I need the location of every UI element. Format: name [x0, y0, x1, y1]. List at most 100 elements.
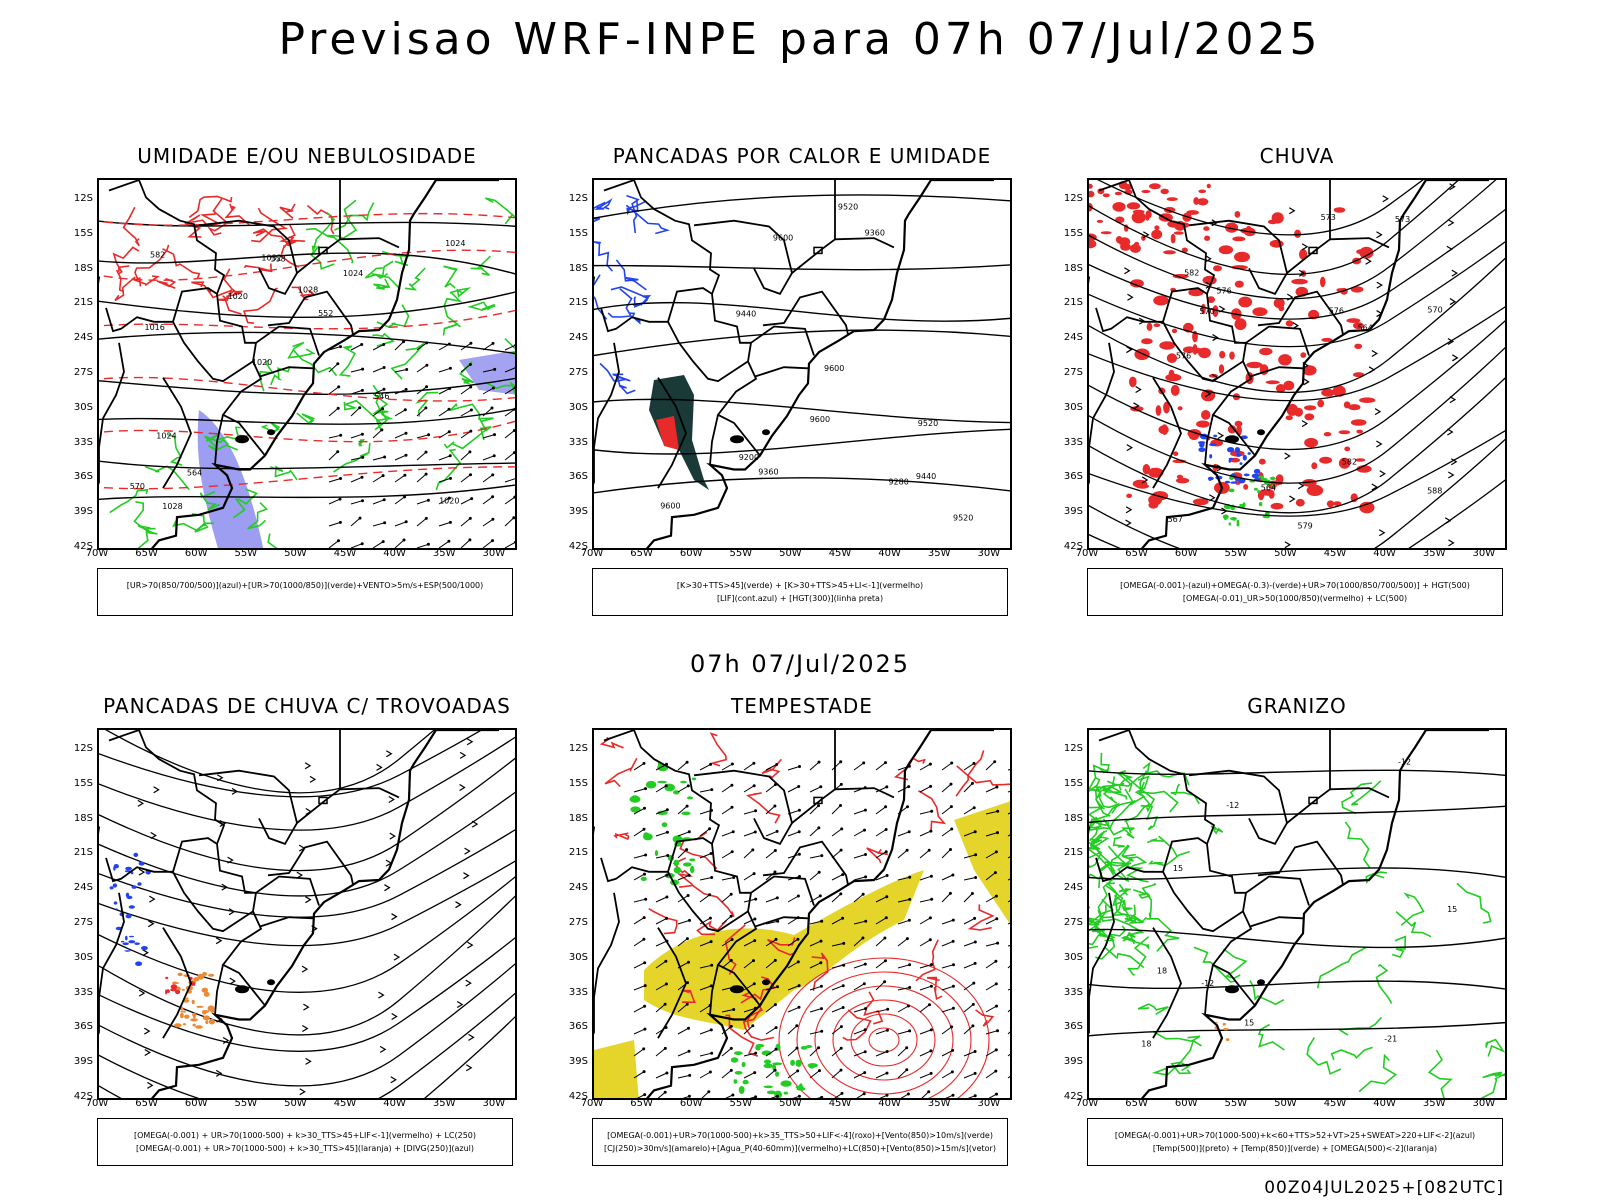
wind-arrow-head: [929, 984, 933, 988]
wind-arrow: [919, 964, 932, 969]
low-humidity-contour-line: [292, 348, 338, 377]
wind-arrow-head: [774, 1047, 778, 1051]
wind-arrow-head: [864, 919, 868, 923]
wind-arrow: [721, 831, 734, 837]
low-humidity-contour-line: [478, 417, 494, 441]
divergence-area-cell: [134, 942, 140, 945]
wind-arrow-head: [513, 386, 515, 390]
federal-district-marker: [1308, 796, 1318, 805]
flow-arrow: [1133, 402, 1140, 410]
wind-arrow: [743, 849, 754, 859]
map-base: [99, 730, 499, 1098]
wind-arrow: [350, 389, 363, 395]
contour-label: 1024: [445, 239, 465, 248]
strong-wind-area-cell: [795, 1059, 802, 1067]
rain-area-cell: [1269, 239, 1284, 248]
omega-area-cell: [1234, 447, 1241, 453]
low-humidity-contour-line: [327, 199, 358, 240]
contour-label: 573: [1321, 213, 1336, 222]
isoline: [594, 398, 1010, 424]
wind-arrow-head: [929, 1071, 933, 1075]
wind-arrow: [831, 761, 842, 771]
wind-arrow-head: [404, 520, 408, 524]
wind-arrow-head: [950, 1025, 954, 1029]
flow-arrow: [1376, 440, 1383, 448]
wind-arrow: [875, 851, 887, 859]
wind-arrow-head: [468, 363, 472, 366]
wind-arrow-head: [884, 959, 887, 963]
flow-arrow: [1209, 494, 1216, 502]
wind-arrow-head: [970, 892, 974, 895]
thunderstorm-area-cell: [196, 1005, 204, 1008]
political-border: [214, 964, 224, 1015]
latitude-label: 36S: [568, 1021, 588, 1033]
wind-arrow: [809, 761, 820, 771]
wind-arrow-head: [424, 472, 428, 476]
wind-arrow-head: [928, 762, 932, 766]
wind-arrow-head: [928, 1003, 931, 1007]
wind-arrow: [482, 496, 493, 505]
streamline: [99, 937, 515, 1052]
temp850-contour-line: [1351, 780, 1382, 806]
rain-area-cell: [1234, 318, 1247, 331]
wind-arrow: [919, 849, 930, 859]
wind-arrow: [460, 539, 471, 548]
wind-arrow: [831, 828, 842, 837]
wind-arrow-head: [643, 1093, 647, 1097]
rain-area-cell: [1302, 479, 1317, 487]
wind-arrow: [963, 877, 976, 881]
isoline: [1089, 928, 1505, 949]
wind-arrow-head: [358, 406, 362, 410]
wind-arrow-head: [754, 809, 758, 813]
temp850-contour-line: [1485, 1038, 1505, 1057]
wind-arrow-head: [426, 498, 430, 502]
precipitable-water-contour-line: [811, 952, 829, 992]
wind-arrow: [1007, 856, 1010, 859]
political-border: [1188, 219, 1288, 296]
wind-arrow: [941, 985, 954, 991]
thunderstorm-area-cell: [192, 1023, 196, 1027]
isoline: [99, 377, 515, 395]
wind-arrow-head: [685, 1002, 689, 1006]
low-humidity-contour-line: [364, 267, 389, 279]
longitude-label: 50W: [284, 1098, 307, 1109]
wind-arrow: [900, 1093, 909, 1098]
wind-arrow: [831, 942, 844, 947]
wind-arrow-head: [996, 809, 1000, 813]
wind-arrow: [816, 1096, 822, 1098]
latitude-label: 42S: [568, 541, 588, 552]
wind-arrow-head: [817, 804, 820, 808]
divergence-area-cell: [113, 901, 118, 905]
flow-arrow: [1221, 507, 1228, 515]
temp850-contour-line: [1358, 1053, 1397, 1093]
flow-arrow: [215, 1069, 223, 1077]
wind-arrow-head: [512, 429, 515, 432]
wind-arrow: [1007, 834, 1010, 837]
wind-arrow-head: [685, 760, 689, 764]
wind-arrow: [853, 893, 864, 903]
lagoon-marker: [1257, 429, 1265, 436]
latitude-label: 30S: [1063, 951, 1083, 963]
moisture-contour-line: [114, 276, 136, 302]
longitude-label: 60W: [184, 548, 208, 559]
wind-arrow: [699, 763, 711, 771]
longitude-label: 70W: [85, 1098, 109, 1109]
precipitable-water-contour-line: [613, 832, 630, 841]
thunderstorm-area-cell: [193, 977, 200, 982]
wind-arrow: [809, 1008, 822, 1013]
wind-arrow: [809, 871, 820, 881]
temp850-contour-line: [1395, 911, 1432, 938]
wind-arrow: [416, 451, 427, 461]
political-border: [1211, 911, 1256, 1007]
rain-area-cell: [1356, 249, 1367, 255]
low-humidity-contour-line: [459, 361, 475, 385]
wind-arrow: [765, 1004, 776, 1013]
wind-arrow-head: [383, 521, 387, 525]
flow-arrow: [1124, 267, 1131, 275]
rain-area-cell: [1126, 493, 1132, 498]
wind-arrow-head: [930, 809, 934, 813]
omega-area-cell: [1227, 447, 1235, 453]
latitude-label: 42S: [1063, 541, 1083, 552]
panel-title: PANCADAS DE CHUVA C/ TROVOADAS: [103, 694, 511, 718]
wind-arrow-head: [664, 784, 668, 788]
